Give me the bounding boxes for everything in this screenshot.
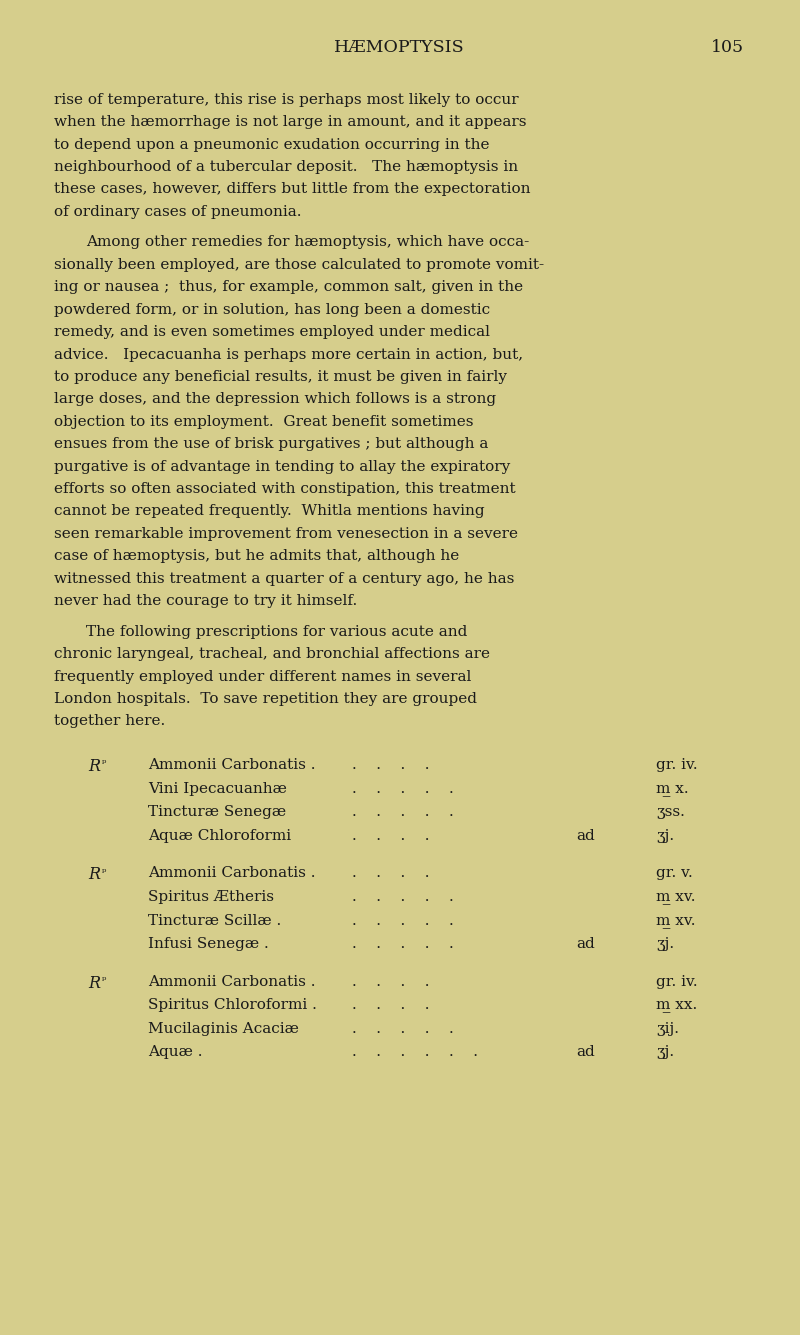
Text: never had the courage to try it himself.: never had the courage to try it himself. bbox=[54, 594, 358, 609]
Text: .    .    .    .: . . . . bbox=[352, 866, 430, 881]
Text: witnessed this treatment a quarter of a century ago, he has: witnessed this treatment a quarter of a … bbox=[54, 571, 514, 586]
Text: Ammonii Carbonatis .: Ammonii Carbonatis . bbox=[148, 866, 315, 881]
Text: .    .    .    .    .: . . . . . bbox=[352, 890, 454, 904]
Text: gr. iv.: gr. iv. bbox=[656, 758, 698, 772]
Text: The following prescriptions for various acute and: The following prescriptions for various … bbox=[86, 625, 468, 638]
Text: Ammonii Carbonatis .: Ammonii Carbonatis . bbox=[148, 975, 315, 989]
Text: .    .    .    .: . . . . bbox=[352, 999, 430, 1012]
Text: Ammonii Carbonatis .: Ammonii Carbonatis . bbox=[148, 758, 315, 772]
Text: Tincturæ Senegæ: Tincturæ Senegæ bbox=[148, 805, 286, 820]
Text: cannot be repeated frequently.  Whitla mentions having: cannot be repeated frequently. Whitla me… bbox=[54, 505, 485, 518]
Text: m̲ xx.: m̲ xx. bbox=[656, 999, 698, 1012]
Text: gr. iv.: gr. iv. bbox=[656, 975, 698, 989]
Text: ʒss.: ʒss. bbox=[656, 805, 685, 820]
Text: chronic laryngeal, tracheal, and bronchial affections are: chronic laryngeal, tracheal, and bronchi… bbox=[54, 647, 490, 661]
Text: London hospitals.  To save repetition they are grouped: London hospitals. To save repetition the… bbox=[54, 692, 478, 706]
Text: .    .    .    .: . . . . bbox=[352, 975, 430, 989]
Text: R: R bbox=[88, 975, 100, 992]
Text: remedy, and is even sometimes employed under medical: remedy, and is even sometimes employed u… bbox=[54, 326, 490, 339]
Text: .    .    .    .    .    .: . . . . . . bbox=[352, 1045, 478, 1060]
Text: ad: ad bbox=[576, 1045, 594, 1060]
Text: 105: 105 bbox=[711, 39, 744, 56]
Text: HÆMOPTYSIS: HÆMOPTYSIS bbox=[334, 39, 465, 56]
Text: purgative is of advantage in tending to allay the expiratory: purgative is of advantage in tending to … bbox=[54, 459, 510, 474]
Text: efforts so often associated with constipation, this treatment: efforts so often associated with constip… bbox=[54, 482, 516, 497]
Text: Aquæ Chloroformi: Aquæ Chloroformi bbox=[148, 829, 291, 842]
Text: large doses, and the depression which follows is a strong: large doses, and the depression which fo… bbox=[54, 392, 497, 406]
Text: .    .    .    .    .: . . . . . bbox=[352, 1021, 454, 1036]
Text: ʒij.: ʒij. bbox=[656, 1021, 679, 1036]
Text: .    .    .    .: . . . . bbox=[352, 829, 430, 842]
Text: advice.   Ipecacuanha is perhaps more certain in action, but,: advice. Ipecacuanha is perhaps more cert… bbox=[54, 347, 523, 362]
Text: R: R bbox=[88, 758, 100, 776]
Text: to depend upon a pneumonic exudation occurring in the: to depend upon a pneumonic exudation occ… bbox=[54, 138, 490, 152]
Text: when the hæmorrhage is not large in amount, and it appears: when the hæmorrhage is not large in amou… bbox=[54, 115, 527, 129]
Text: R: R bbox=[88, 866, 100, 884]
Text: Among other remedies for hæmoptysis, which have occa-: Among other remedies for hæmoptysis, whi… bbox=[86, 235, 530, 250]
Text: together here.: together here. bbox=[54, 714, 166, 729]
Text: objection to its employment.  Great benefit sometimes: objection to its employment. Great benef… bbox=[54, 415, 474, 429]
Text: .    .    .    .    .: . . . . . bbox=[352, 805, 454, 820]
Text: Spiritus Chloroformi .: Spiritus Chloroformi . bbox=[148, 999, 317, 1012]
Text: .    .    .    .    .: . . . . . bbox=[352, 913, 454, 928]
Text: Tincturæ Scillæ .: Tincturæ Scillæ . bbox=[148, 913, 282, 928]
Text: ₚ: ₚ bbox=[102, 972, 106, 983]
Text: rise of temperature, this rise is perhaps most likely to occur: rise of temperature, this rise is perhap… bbox=[54, 93, 519, 107]
Text: m̲ xv.: m̲ xv. bbox=[656, 913, 695, 928]
Text: Mucilaginis Acaciæ: Mucilaginis Acaciæ bbox=[148, 1021, 299, 1036]
Text: of ordinary cases of pneumonia.: of ordinary cases of pneumonia. bbox=[54, 206, 302, 219]
Text: ₚ: ₚ bbox=[102, 756, 106, 765]
Text: neighbourhood of a tubercular deposit.   The hæmoptysis in: neighbourhood of a tubercular deposit. T… bbox=[54, 160, 518, 174]
Text: ad: ad bbox=[576, 937, 594, 951]
Text: sionally been employed, are those calculated to promote vomit-: sionally been employed, are those calcul… bbox=[54, 258, 545, 272]
Text: ʒj.: ʒj. bbox=[656, 829, 674, 842]
Text: powdered form, or in solution, has long been a domestic: powdered form, or in solution, has long … bbox=[54, 303, 490, 316]
Text: .    .    .    .    .: . . . . . bbox=[352, 782, 454, 796]
Text: .    .    .    .: . . . . bbox=[352, 758, 430, 772]
Text: Infusi Senegæ .: Infusi Senegæ . bbox=[148, 937, 269, 951]
Text: frequently employed under different names in several: frequently employed under different name… bbox=[54, 670, 472, 684]
Text: ing or nausea ;  thus, for example, common salt, given in the: ing or nausea ; thus, for example, commo… bbox=[54, 280, 523, 294]
Text: ʒj.: ʒj. bbox=[656, 1045, 674, 1060]
Text: to produce any beneficial results, it must be given in fairly: to produce any beneficial results, it mu… bbox=[54, 370, 507, 384]
Text: gr. v.: gr. v. bbox=[656, 866, 693, 881]
Text: Spiritus Ætheris: Spiritus Ætheris bbox=[148, 890, 274, 904]
Text: ad: ad bbox=[576, 829, 594, 842]
Text: ensues from the use of brisk purgatives ; but although a: ensues from the use of brisk purgatives … bbox=[54, 438, 489, 451]
Text: m̲ xv.: m̲ xv. bbox=[656, 890, 695, 904]
Text: these cases, however, differs but little from the expectoration: these cases, however, differs but little… bbox=[54, 183, 531, 196]
Text: case of hæmoptysis, but he admits that, although he: case of hæmoptysis, but he admits that, … bbox=[54, 550, 460, 563]
Text: .    .    .    .    .: . . . . . bbox=[352, 937, 454, 951]
Text: Vini Ipecacuanhæ: Vini Ipecacuanhæ bbox=[148, 782, 287, 796]
Text: seen remarkable improvement from venesection in a severe: seen remarkable improvement from venesec… bbox=[54, 527, 518, 541]
Text: ʒj.: ʒj. bbox=[656, 937, 674, 951]
Text: Aquæ .: Aquæ . bbox=[148, 1045, 202, 1060]
Text: ₚ: ₚ bbox=[102, 864, 106, 874]
Text: m̲ x.: m̲ x. bbox=[656, 782, 689, 796]
